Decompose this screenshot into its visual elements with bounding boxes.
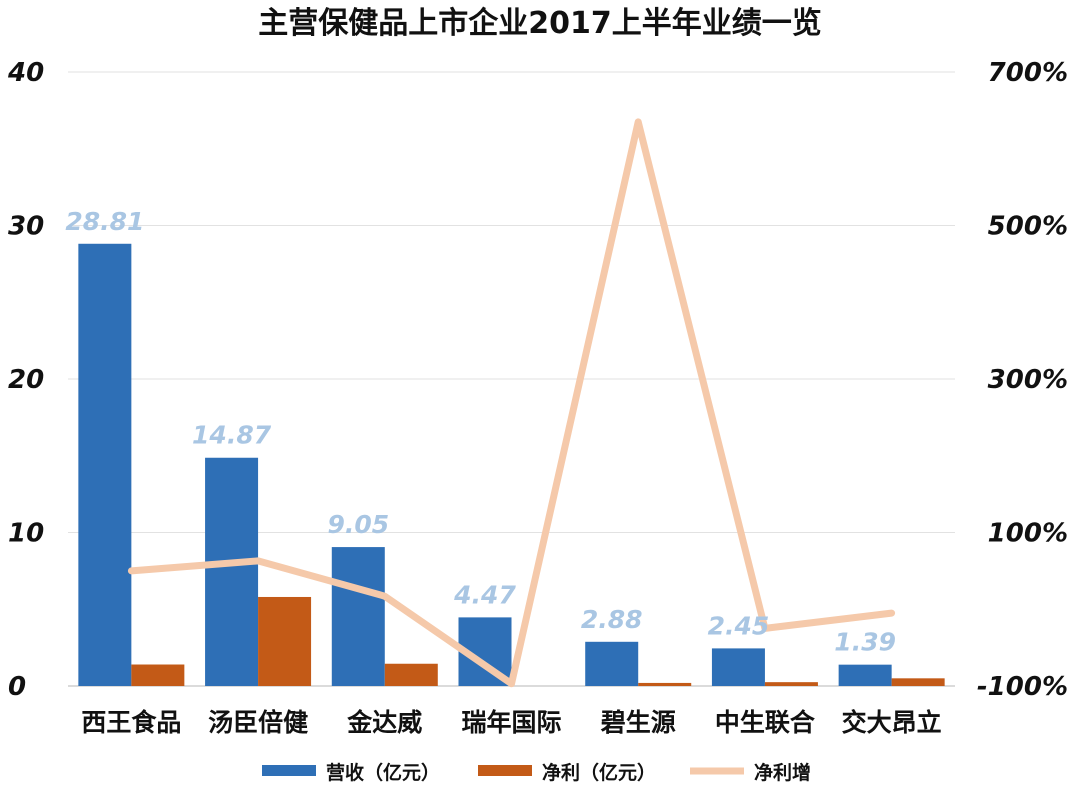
revenue-bar <box>331 547 385 686</box>
chart-title: 主营保健品上市企业2017上半年业绩一览 <box>258 6 822 41</box>
revenue-bar <box>205 457 259 686</box>
category-label: 碧生源 <box>600 708 676 737</box>
bars <box>78 243 945 687</box>
y-right-tick-label: -100% <box>977 672 1068 702</box>
revenue-data-label: 14.87 <box>192 421 272 450</box>
category-labels: 西王食品 汤臣倍健 金达威 瑞年国际 碧生源 中生联合 交大昂立 <box>81 708 941 737</box>
data-labels: 28.81 14.87 9.05 4.47 2.88 2.45 1.39 <box>65 207 896 657</box>
y-left-tick-label: 10 <box>8 519 44 549</box>
category-label: 汤臣倍健 <box>208 708 308 737</box>
category-label: 西王食品 <box>81 708 181 737</box>
legend-swatch <box>262 765 316 776</box>
legend-label: 净利增 <box>754 761 811 784</box>
category-label: 中生联合 <box>715 708 816 737</box>
y-right-tick-label: 100% <box>988 519 1068 549</box>
category-label: 瑞年国际 <box>461 708 561 737</box>
y-left-tick-label: 0 <box>8 672 26 702</box>
profit-bar <box>258 596 312 686</box>
y-left-tick-label: 20 <box>8 365 44 395</box>
legend-label: 净利（亿元） <box>542 761 656 784</box>
y-right-tick-label: 300% <box>988 365 1068 395</box>
y-left-tick-label: 40 <box>7 58 44 88</box>
y-left-tick-label: 30 <box>8 212 44 242</box>
legend: 营收（亿元） 净利（亿元） 净利增 <box>262 761 811 784</box>
revenue-data-label: 28.81 <box>65 207 144 236</box>
category-label: 金达威 <box>346 708 422 737</box>
y-right-tick-label: 500% <box>988 212 1068 242</box>
category-label: 交大昂立 <box>842 708 942 737</box>
profit-bar <box>638 682 692 686</box>
growth-line <box>127 118 896 688</box>
profit-bar <box>131 664 185 686</box>
revenue-data-label: 1.39 <box>834 628 896 657</box>
growth-line-path <box>127 118 896 688</box>
profit-bar <box>764 682 818 686</box>
revenue-bar <box>838 664 892 686</box>
revenue-bar <box>585 641 639 686</box>
profit-bar <box>891 678 945 686</box>
revenue-bar <box>711 648 765 686</box>
revenue-data-label: 9.05 <box>327 510 389 539</box>
legend-swatch <box>478 765 532 776</box>
revenue-data-label: 2.45 <box>708 611 770 640</box>
y-right-tick-label: 700% <box>988 58 1068 88</box>
y-axis-right: -100% 100% 300% 500% 700% <box>977 58 1068 702</box>
revenue-bar <box>78 243 132 687</box>
profit-bar <box>384 663 438 686</box>
revenue-data-label: 2.88 <box>581 605 643 634</box>
y-axis-left: 0 10 20 30 40 <box>7 58 44 702</box>
revenue-data-label: 4.47 <box>453 580 516 609</box>
legend-label: 营收（亿元） <box>326 761 440 784</box>
